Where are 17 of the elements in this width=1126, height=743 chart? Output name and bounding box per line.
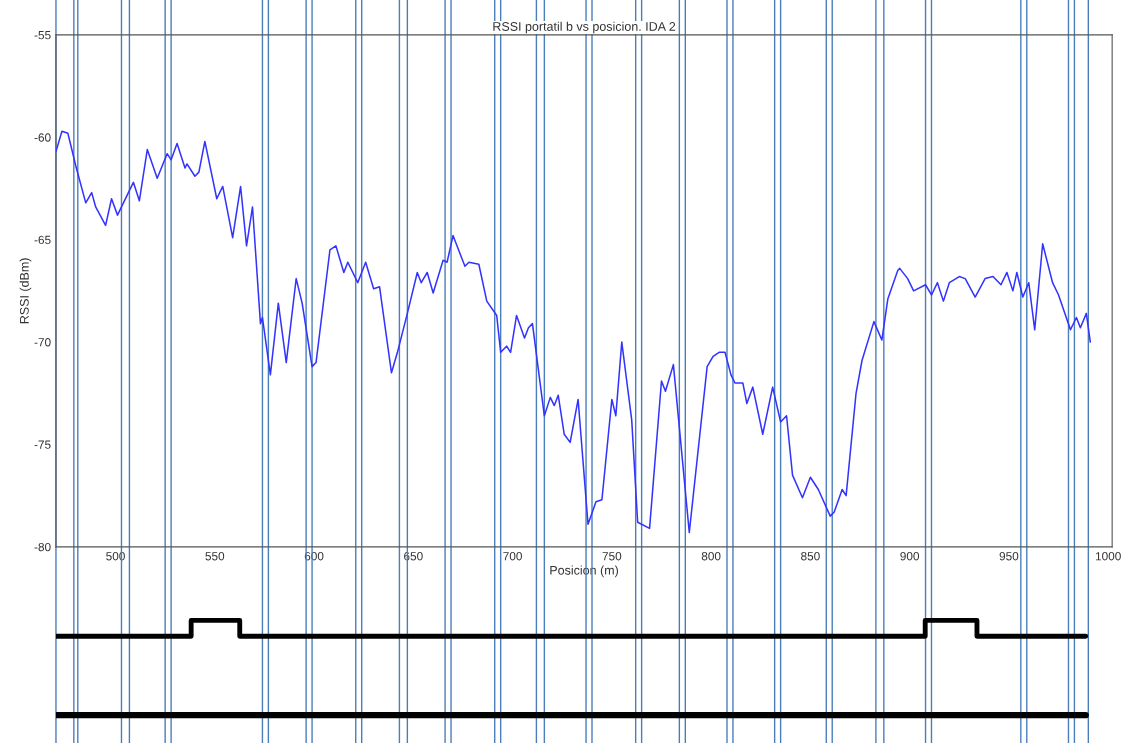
y-tick-label: -60 xyxy=(34,133,51,142)
y-tick-label: -55 xyxy=(34,31,51,40)
chart-title: RSSI portatil b vs posicion. IDA 2 xyxy=(493,21,676,34)
x-tick-label: 550 xyxy=(205,552,225,561)
x-tick-label: 800 xyxy=(701,552,721,561)
y-tick-label: -75 xyxy=(34,440,51,449)
x-tick-label: 750 xyxy=(602,552,622,561)
line-series xyxy=(55,130,1092,534)
y-tick-label: -80 xyxy=(34,542,51,552)
y-tick-label: -65 xyxy=(34,235,51,245)
x-tick-label: 900 xyxy=(900,552,920,561)
y-tick-label: -70 xyxy=(34,338,51,347)
y-axis-title: RSSI (dBm) xyxy=(19,258,32,324)
x-tick-label: 850 xyxy=(801,552,820,561)
x-tick-label: 1000 xyxy=(1095,552,1121,561)
x-tick-label: 700 xyxy=(503,552,522,561)
x-tick-label: 950 xyxy=(999,552,1019,561)
